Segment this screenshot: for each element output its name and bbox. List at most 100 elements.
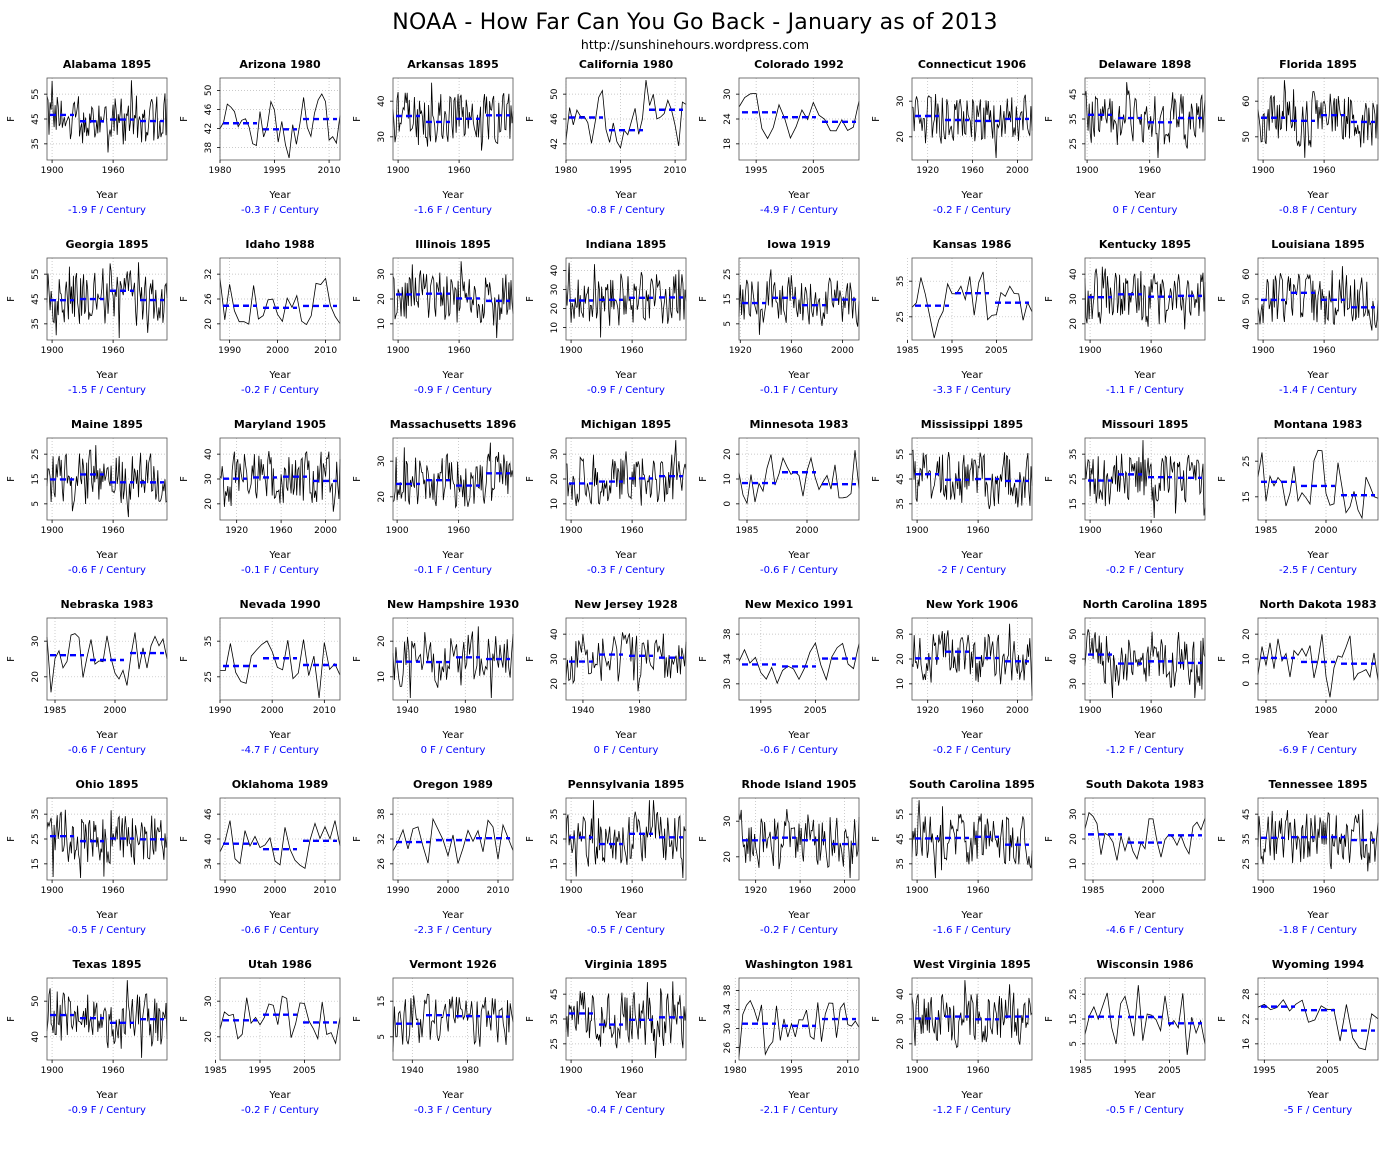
y-tick-label: 25 <box>31 448 41 459</box>
x-axis-label: Year <box>441 1090 464 1101</box>
temperature-series <box>392 442 514 509</box>
x-tick-label: 1940 <box>401 1066 424 1076</box>
y-axis-label: F <box>1044 656 1055 662</box>
trend-label: -0.6 F / Century <box>760 565 838 576</box>
x-axis-label: Year <box>95 550 118 561</box>
y-axis-label: F <box>698 116 709 122</box>
y-tick-label: 15 <box>1069 498 1079 509</box>
page-title: NOAA - How Far Can You Go Back - January… <box>392 10 998 35</box>
state-panel-connecticut: 20 30 1920 1960 2000 Connecticut 1906 F Year -0.… <box>868 54 1041 234</box>
x-axis-label: Year <box>441 190 464 201</box>
y-tick-label: 35 <box>31 318 41 329</box>
x-tick-label: 1980 <box>209 166 232 176</box>
temperature-series <box>1084 82 1206 159</box>
panel-title: North Dakota 1983 <box>1259 598 1376 611</box>
y-tick-label: 50 <box>1242 293 1252 305</box>
y-tick-label: 30 <box>204 473 214 485</box>
y-axis-label: F <box>1044 836 1055 842</box>
x-tick-label: 1920 <box>225 526 248 536</box>
y-tick-label: 15 <box>1069 1013 1079 1024</box>
x-tick-label: 2005 <box>802 166 825 176</box>
state-chart: 16 22 28 1995 2005 Wyoming 1994 F Year -5 F / Ce… <box>1217 958 1379 1116</box>
state-chart: 10 20 1940 1980 New Hampshire 1930 F Year 0 F /… <box>352 598 519 756</box>
state-chart: 15 25 35 1900 1960 Pennsylvania 1895 F Year -0.5… <box>525 778 687 936</box>
state-panel-nevada: 25 35 1990 2000 2010 Nevada 1990 F Year -4.7 F /… <box>176 594 349 774</box>
x-tick-label: 1985 <box>736 526 759 536</box>
temperature-series <box>392 993 514 1052</box>
panel-title: Washington 1981 <box>745 958 853 971</box>
y-tick-label: 20 <box>1069 318 1079 330</box>
y-tick-label: 35 <box>31 808 41 819</box>
state-chart: 15 25 1985 2000 Montana 1983 F Year -2.5 F / Ce… <box>1217 418 1379 576</box>
temperature-series <box>219 277 341 326</box>
state-panel-idaho: 20 26 32 1990 2000 2010 Idaho 1988 F Year -0.2 F … <box>176 234 349 414</box>
y-tick-label: 30 <box>723 1023 733 1035</box>
y-axis-label: F <box>179 116 190 122</box>
y-axis-label: F <box>179 1016 190 1022</box>
state-chart: 25 35 45 1900 1960 Virginia 1895 F Year -0.4 F /… <box>525 958 687 1116</box>
trend-label: -1.5 F / Century <box>68 385 146 396</box>
temperature-series <box>1257 80 1379 158</box>
x-tick-label: 1960 <box>621 346 644 356</box>
y-axis-label: F <box>871 1016 882 1022</box>
state-panel-nebraska: 20 30 1985 2000 Nebraska 1983 F Year -0.6 F / C… <box>3 594 176 774</box>
state-chart: 20 30 40 1940 1980 New Jersey 1928 F Year 0 F / … <box>525 598 687 756</box>
panel-title: Georgia 1895 <box>66 238 149 251</box>
y-tick-label: 10 <box>377 671 387 683</box>
panel-title: Vermont 1926 <box>409 958 497 971</box>
state-chart: 10 20 30 40 1900 1960 Indiana 1895 F Year -0.9 F … <box>525 238 687 396</box>
y-axis-label: F <box>698 296 709 302</box>
panel-title: Missouri 1895 <box>1102 418 1189 431</box>
x-axis-label: Year <box>787 910 810 921</box>
y-tick-label: 25 <box>1069 473 1079 484</box>
x-tick-label: 2005 <box>804 706 827 716</box>
x-tick-label: 1900 <box>1252 886 1275 896</box>
trend-label: -0.9 F / Century <box>414 385 492 396</box>
panel-title: Mississippi 1895 <box>921 418 1023 431</box>
temperature-series <box>392 82 514 151</box>
y-tick-label: 40 <box>1069 653 1079 665</box>
x-tick-label: 1900 <box>1076 166 1099 176</box>
trend-label: -0.8 F / Century <box>1279 205 1357 216</box>
state-panel-utah: 20 30 1985 1995 2005 Utah 1986 F Year -0.2 F / C… <box>176 954 349 1134</box>
x-tick-label: 2010 <box>664 166 687 176</box>
x-tick-label: 1990 <box>387 886 410 896</box>
state-chart: 35 45 55 1900 1960 South Carolina 1895 F Year -1… <box>871 778 1035 936</box>
x-tick-label: 1960 <box>967 1066 990 1076</box>
temperature-series <box>392 261 514 339</box>
trend-label: 0 F / Century <box>594 745 659 756</box>
y-tick-label: 5 <box>31 501 41 507</box>
state-chart: 10 20 30 1920 1960 2000 New York 1906 F Year -0.2… <box>871 598 1033 756</box>
x-tick-label: 1995 <box>249 1066 272 1076</box>
panel-title: Kentucky 1895 <box>1099 238 1191 251</box>
panel-title: Montana 1983 <box>1274 418 1363 431</box>
panel-title: Alabama 1895 <box>63 58 151 71</box>
x-tick-label: 1960 <box>1138 166 1161 176</box>
y-tick-label: 45 <box>896 473 906 484</box>
y-tick-label: 30 <box>377 268 387 280</box>
y-axis-label: F <box>1217 296 1228 302</box>
state-chart: 20 30 1900 1960 Massachusetts 1896 F Year -0.1 … <box>352 418 517 576</box>
y-tick-label: 35 <box>550 1013 560 1024</box>
x-tick-label: 1900 <box>560 886 583 896</box>
y-tick-label: 34 <box>204 858 214 870</box>
x-tick-label: 1995 <box>1253 1066 1276 1076</box>
y-axis-label: F <box>871 656 882 662</box>
panel-title: New Jersey 1928 <box>574 598 677 611</box>
y-axis-label: F <box>1044 476 1055 482</box>
y-tick-label: 40 <box>550 628 560 640</box>
state-panel-new-mexico: 30 34 38 1995 2005 New Mexico 1991 F Year -0.6 F… <box>695 594 868 774</box>
temperature-series <box>565 632 687 692</box>
y-tick-label: 10 <box>896 678 906 690</box>
temperature-series <box>219 639 341 699</box>
y-tick-label: 20 <box>550 473 560 485</box>
y-tick-label: 30 <box>1069 293 1079 305</box>
state-chart: 40 50 60 1900 1960 Louisiana 1895 F Year -1.4 F … <box>1217 238 1379 396</box>
x-tick-label: 1960 <box>961 166 984 176</box>
x-axis-label: Year <box>1133 910 1156 921</box>
y-tick-label: 40 <box>1069 268 1079 280</box>
state-panel-minnesota: 0 10 20 1985 2000 Minnesota 1983 F Year -0.6 F /… <box>695 414 868 594</box>
x-tick-label: 1960 <box>102 166 125 176</box>
state-chart: 35 45 55 1900 1960 Mississippi 1895 F Year -2 F … <box>871 418 1033 576</box>
y-axis-label: F <box>352 476 363 482</box>
